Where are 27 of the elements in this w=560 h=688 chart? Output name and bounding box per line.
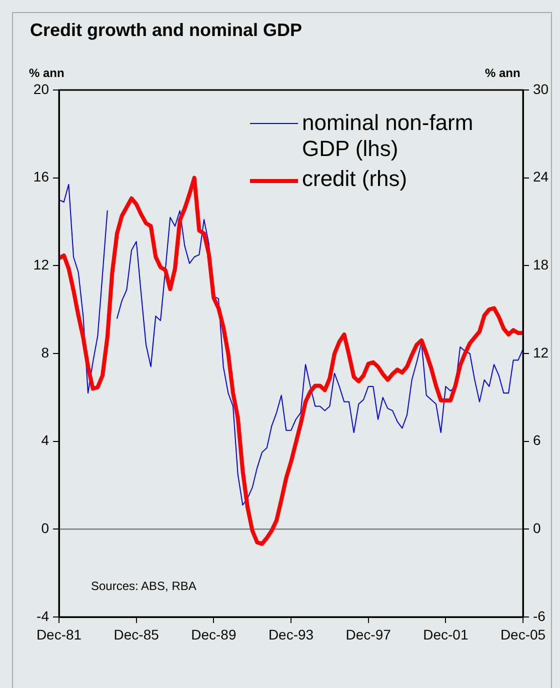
x-tick-label: Dec-81 [36,626,82,642]
y-tick-label: -4 [36,608,50,624]
x-tick-label: Dec-05 [500,626,546,642]
y2-tick-label: -6 [533,608,546,624]
x-tick-label: Dec-85 [114,626,160,642]
y-tick-label: 4 [41,432,50,448]
y-axis-title: % ann [29,66,64,80]
legend-label: nominal non-farm GDP (lhs) [302,110,474,162]
chart-title: Credit growth and nominal GDP [30,20,302,41]
y2-tick-label: 30 [533,80,549,97]
x-tick-label: Dec-01 [423,626,468,642]
x-tick-label: Dec-93 [268,626,314,642]
y2-tick-label: 18 [533,256,549,273]
annotation: Sources: ABS, RBA [91,579,196,593]
y-tick-label: 20 [33,80,50,97]
legend-label: credit (rhs) [302,166,408,192]
y2-tick-label: 12 [533,344,549,360]
x-tick-label: Dec-89 [191,626,236,642]
y2-tick-label: 6 [533,432,541,448]
y2-tick-label: 0 [533,520,541,536]
y-tick-label: 0 [41,520,50,536]
y-tick-label: 16 [33,168,50,185]
y-tick-label: 12 [33,256,50,273]
y-tick-label: 8 [41,344,50,360]
y2-tick-label: 24 [533,168,549,185]
x-tick-label: Dec-97 [346,626,392,642]
y2-axis-title: % ann [485,66,520,80]
